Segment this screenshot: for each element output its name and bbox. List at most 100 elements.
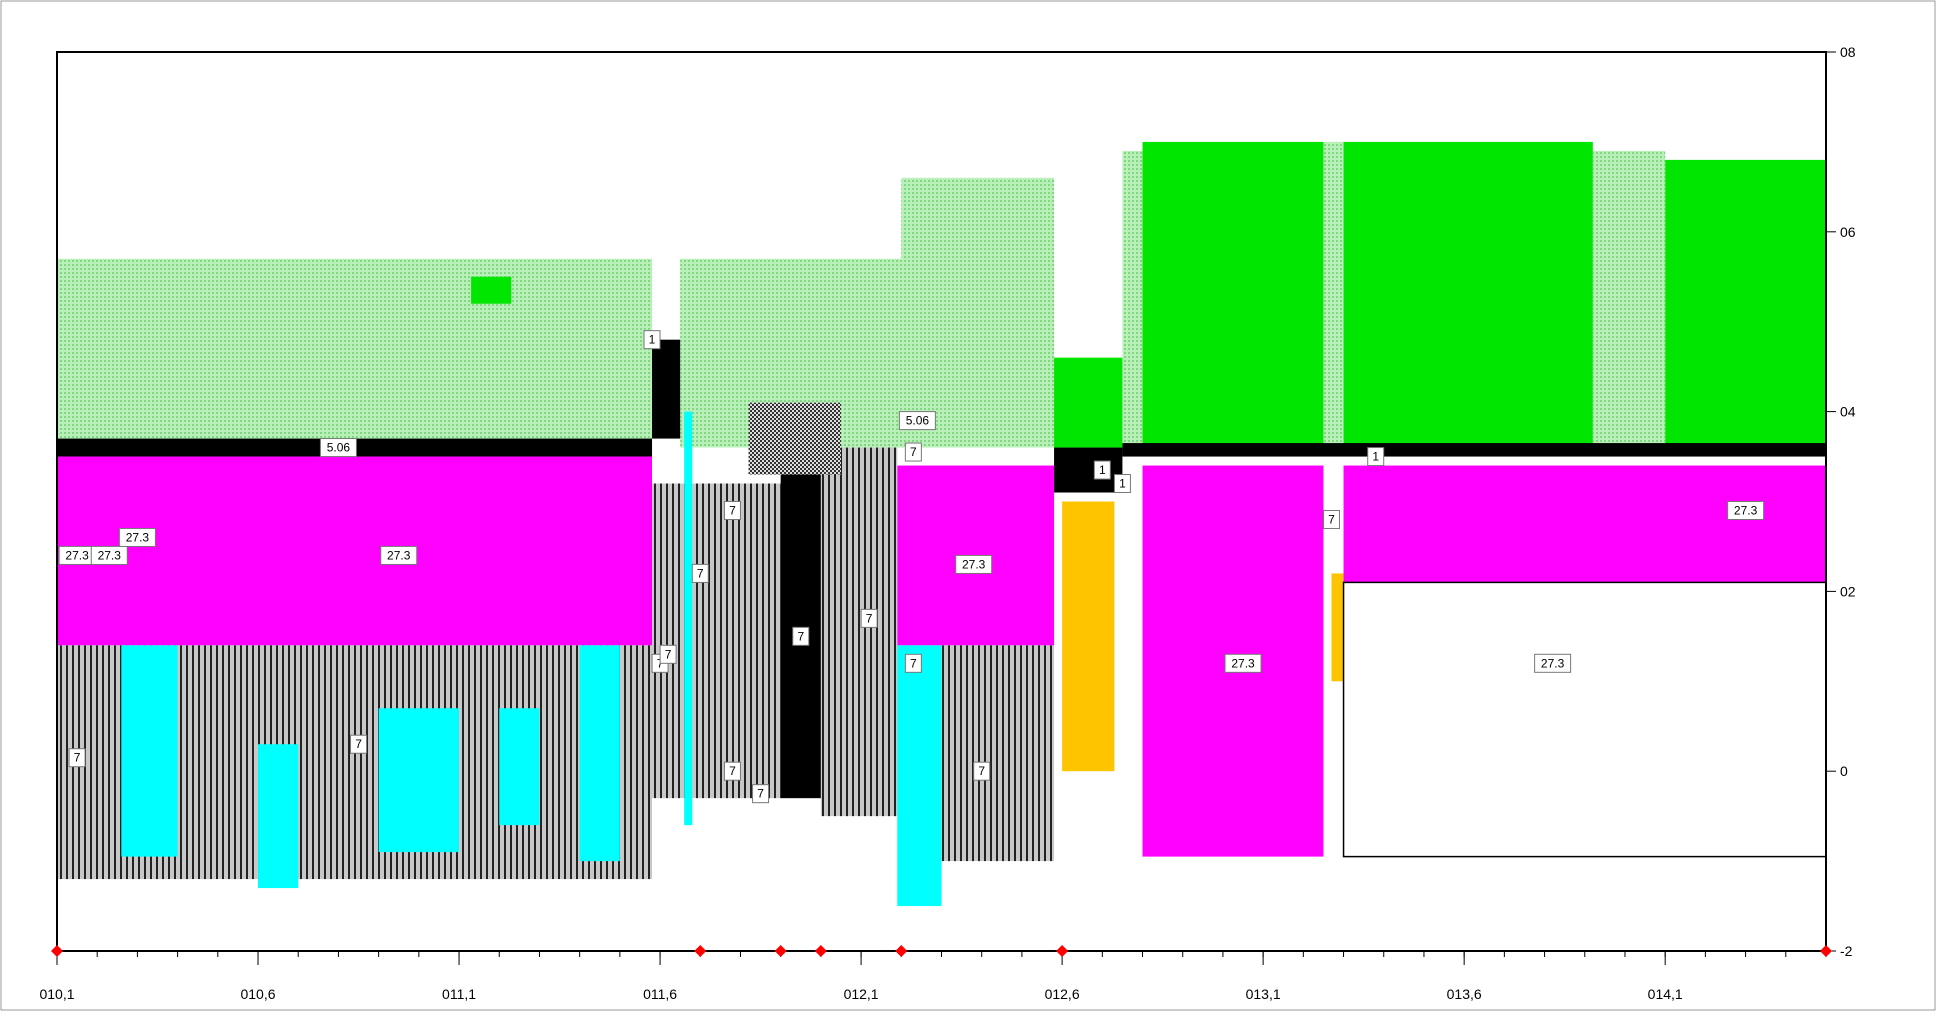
area-block-black [1122, 443, 1826, 457]
data-label-text: 5.06 [906, 414, 930, 428]
data-label-box [319, 438, 357, 458]
data-label-box [691, 563, 709, 583]
data-label-box [1322, 509, 1340, 529]
data-label: 7 [723, 500, 741, 520]
data-label-text: 27.3 [65, 548, 89, 562]
data-label-box [90, 545, 128, 565]
data-label-text: 5.06 [327, 441, 351, 455]
x-tick-label: 013,1 [1246, 986, 1281, 1002]
data-label-box [118, 527, 156, 547]
data-label-text: 27.3 [387, 548, 411, 562]
data-label: 27.3 [90, 545, 128, 565]
x-tick-label: 013,6 [1447, 986, 1482, 1002]
data-label: 7 [904, 653, 922, 673]
area-block-cyan [897, 645, 942, 907]
area-block-black [1054, 447, 1123, 493]
data-label-box [860, 608, 878, 628]
data-label-text: 7 [729, 503, 736, 517]
data-label-text: 1 [1119, 477, 1126, 491]
x-tick-label: 014,1 [1648, 986, 1683, 1002]
y-tick-label: 08 [1840, 44, 1856, 60]
area-block-gray-stripe [941, 645, 1055, 862]
data-label-box [723, 500, 741, 520]
area-block-cyan [579, 645, 620, 862]
data-label-text: 27.3 [98, 548, 122, 562]
area-block-black [652, 339, 681, 439]
data-label-text: 27.3 [126, 530, 150, 544]
data-label-box [1224, 653, 1262, 673]
area-block-light-green [1122, 150, 1143, 448]
data-label-box [1534, 653, 1572, 673]
area-block-green [471, 276, 512, 304]
data-label: 5.06 [898, 411, 936, 431]
area-block-crosshatch [748, 402, 841, 475]
y-tick-label: 02 [1840, 583, 1856, 599]
data-label-box [973, 761, 991, 781]
area-block-green [1054, 357, 1123, 448]
data-label-text: 1 [649, 333, 656, 347]
data-label: 27.3 [1534, 653, 1572, 673]
area-block-orange [1331, 573, 1344, 682]
area-block-magenta [1343, 465, 1826, 583]
y-tick-label: 06 [1840, 224, 1856, 240]
data-label-box [955, 554, 993, 574]
data-label: 7 [973, 761, 991, 781]
area-block-magenta [57, 456, 653, 646]
data-label-text: 1 [1099, 463, 1106, 477]
data-label-box [1113, 474, 1131, 494]
red-diamond-marker [1056, 945, 1069, 957]
data-label-box [752, 784, 770, 804]
data-label-box [1367, 447, 1385, 467]
data-label: 1 [1093, 460, 1111, 480]
data-label-box [659, 644, 677, 664]
data-label-text: 7 [910, 656, 917, 670]
area-block-green [1343, 141, 1593, 448]
data-label-text: 27.3 [1231, 656, 1255, 670]
data-label-box [380, 545, 418, 565]
data-label-box [904, 442, 922, 462]
data-label-text: 7 [757, 787, 764, 801]
area-block-cyan [258, 744, 299, 889]
y-tick-label: 0 [1840, 763, 1848, 779]
data-label: 7 [691, 563, 709, 583]
x-tick-label: 010,1 [39, 986, 74, 1002]
data-label: 1 [1367, 447, 1385, 467]
area-block-light-green [1592, 150, 1666, 448]
data-label: 27.3 [1224, 653, 1262, 673]
data-label: 27.3 [58, 545, 96, 565]
y-tick-label: 04 [1840, 404, 1856, 420]
data-label-text: 7 [978, 764, 985, 778]
data-label: 7 [860, 608, 878, 628]
red-diamond-marker [774, 945, 787, 957]
data-label-box [792, 626, 810, 646]
data-label: 27.3 [118, 527, 156, 547]
data-label-text: 27.3 [1541, 656, 1565, 670]
y-tick-label: -2 [1840, 943, 1853, 959]
x-tick-label: 010,6 [240, 986, 275, 1002]
data-label-box [723, 761, 741, 781]
area-block-orange [1062, 501, 1115, 772]
area-block-cyan [121, 645, 178, 857]
area-layers [57, 141, 1827, 907]
red-diamond-marker [814, 945, 827, 957]
data-label-text: 7 [729, 764, 736, 778]
area-block-green [1142, 141, 1324, 448]
area-block-green [1665, 159, 1826, 448]
area-block-light-green [901, 177, 1055, 394]
data-label-box [68, 748, 86, 768]
data-label-box [350, 734, 368, 754]
data-label: 7 [904, 442, 922, 462]
data-label-text: 7 [74, 751, 81, 765]
area-block-cyan [378, 708, 460, 853]
data-label: 7 [752, 784, 770, 804]
area-block-light-green [57, 258, 653, 439]
data-label-text: 27.3 [1734, 503, 1758, 517]
data-label-text: 7 [910, 445, 917, 459]
x-tick-label: 012,6 [1045, 986, 1080, 1002]
area-block-white [1342, 581, 1827, 858]
red-diamond-marker [895, 945, 908, 957]
data-label-box [898, 411, 936, 431]
data-label: 7 [659, 644, 677, 664]
